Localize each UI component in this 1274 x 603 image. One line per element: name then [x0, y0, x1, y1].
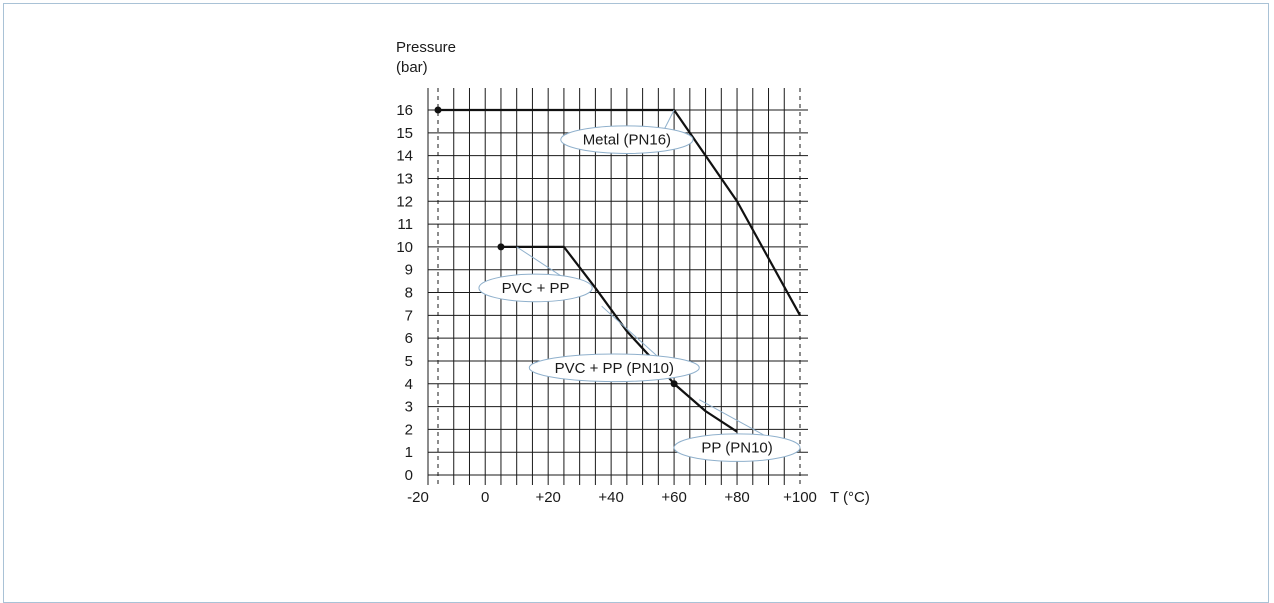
callout-label: PVC + PP [502, 280, 570, 297]
callout-label: Metal (PN16) [583, 132, 671, 149]
callout-label: PVC + PP (PN10) [555, 360, 674, 377]
y-tick-label: 2 [405, 421, 413, 438]
x-tick-label: -20 [407, 489, 429, 506]
series-line-metal-pn16 [438, 108, 801, 316]
callout-leader-line [516, 246, 568, 281]
y-tick-label: 7 [405, 307, 413, 324]
y-tick-label: 12 [396, 193, 413, 210]
y-tick-label: 6 [405, 330, 413, 347]
y-tick-label: 14 [396, 148, 413, 165]
y-axis-label: Pressure [396, 39, 456, 56]
y-tick-label: 13 [396, 170, 413, 187]
y-tick-label: 16 [396, 102, 413, 119]
y-axis-unit-label: (bar) [396, 59, 428, 76]
x-tick-label: +20 [535, 489, 560, 506]
data-point-marker [670, 380, 678, 388]
x-tick-label: +60 [661, 489, 686, 506]
callout-ellipse [560, 125, 694, 154]
callout-leader-line [699, 399, 772, 440]
y-tick-label: 9 [405, 262, 413, 279]
x-tick-label: +100 [783, 489, 817, 506]
data-point-marker [434, 106, 442, 114]
callout-ellipse [673, 433, 801, 462]
y-tick-label: 8 [405, 285, 413, 302]
x-tick-label: +40 [598, 489, 623, 506]
data-point-marker [497, 243, 505, 251]
y-tick-label: 15 [396, 125, 413, 142]
series-line-pvc-pp-pn10 [500, 245, 738, 433]
x-axis-label: T (°C) [830, 489, 870, 506]
y-tick-label: 10 [396, 239, 413, 256]
series-lines [434, 106, 801, 433]
callout-ellipse [528, 353, 700, 383]
callout-leader-line [601, 305, 662, 360]
x-tick-label: 0 [481, 489, 489, 506]
y-tick-label: 0 [405, 467, 413, 484]
callout-ellipse [478, 273, 593, 303]
callout-leader-line [662, 109, 675, 132]
callout-label: PP (PN10) [701, 440, 772, 457]
grid [428, 88, 808, 485]
y-tick-label: 11 [397, 216, 413, 233]
pressure-temperature-chart: Pressure (bar) 012345678910111213141516-… [396, 39, 870, 506]
annotations: Metal (PN16) PVC + PP PVC + PP (PN10) PP (P… [478, 109, 801, 462]
y-tick-label: 1 [405, 444, 413, 461]
y-tick-label: 4 [405, 376, 413, 393]
x-tick-label: +80 [724, 489, 749, 506]
y-tick-label: 3 [405, 399, 413, 416]
y-tick-label: 5 [405, 353, 413, 370]
